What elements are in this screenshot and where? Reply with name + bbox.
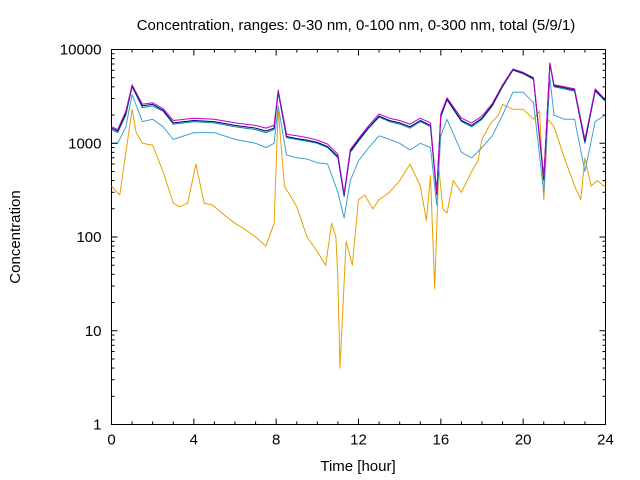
y-axis-label: Concentration [7, 190, 24, 283]
x-tick-label: 12 [350, 432, 367, 449]
series-line-2 [111, 77, 606, 219]
x-tick-label: 20 [515, 432, 532, 449]
x-tick-label: 16 [432, 432, 449, 449]
y-tick-label: 1000 [68, 135, 101, 152]
series-line-1 [111, 103, 606, 369]
x-tick-label: 0 [107, 432, 115, 449]
plot-area [111, 49, 606, 425]
series-line-5 [111, 62, 606, 195]
plot-frame [111, 49, 606, 425]
y-axis: 1 10 100 1000 10000 [60, 42, 606, 434]
series-line-4 [111, 62, 606, 196]
chart-title: Concentration, ranges: 0-30 nm, 0-100 nm… [137, 17, 576, 34]
x-tick-label: 24 [597, 432, 614, 449]
x-tick-label: 8 [272, 432, 280, 449]
series-group [111, 62, 606, 369]
y-tick-label: 10000 [60, 42, 102, 59]
y-tick-label: 100 [76, 229, 101, 246]
x-axis: 0 4 8 12 16 20 24 [107, 49, 614, 449]
x-axis-label: Time [hour] [320, 458, 395, 475]
y-tick-label: 10 [85, 323, 102, 340]
y-tick-label: 1 [93, 417, 101, 434]
x-tick-label: 4 [190, 432, 198, 449]
series-line-3 [111, 63, 606, 198]
